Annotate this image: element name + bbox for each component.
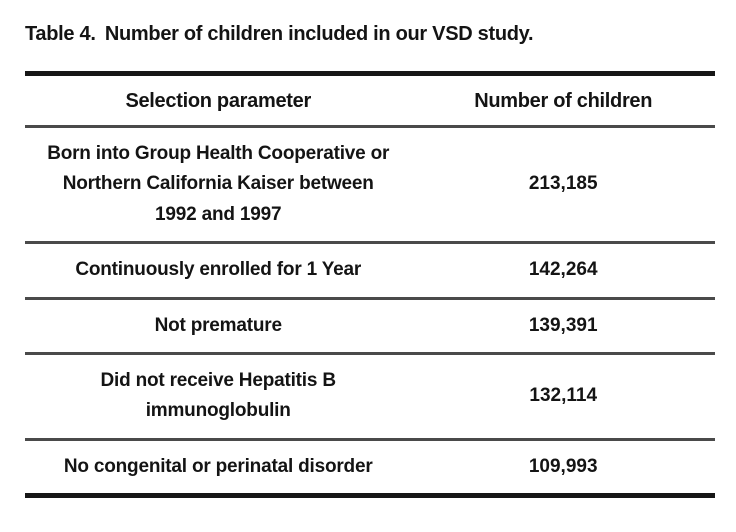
cell-selection-parameter: No congenital or perinatal disorder	[63, 455, 373, 477]
cell-selection-parameter: Not premature	[25, 298, 412, 355]
vsd-study-table: Selection parameter Number of children B…	[25, 71, 715, 499]
table-caption: Table 4. Number of children included in …	[25, 22, 715, 47]
cell-number-of-children: 213,185	[411, 126, 715, 245]
column-header-selection-parameter: Selection parameter	[25, 73, 412, 128]
table-row: Continuously enrolled for 1 Year 142,264	[25, 242, 715, 300]
table-row: No congenital or perinatal disorder 109,…	[25, 439, 715, 495]
table-row: Not premature 139,391	[25, 298, 715, 355]
table-header-row: Selection parameter Number of children	[25, 73, 715, 128]
cell-selection-parameter: Did not receive Hepatitis B immunoglobul…	[25, 353, 412, 441]
cell-selection-parameter: Born into Group Health Cooperative or No…	[25, 126, 412, 245]
column-header-number-of-children: Number of children	[411, 73, 715, 128]
cell-number-of-children: 139,391	[411, 298, 715, 355]
table-row: Born into Group Health Cooperative or No…	[25, 126, 715, 245]
cell-number-of-children: 109,993	[528, 455, 598, 477]
table-caption-label: Table 4.	[25, 23, 96, 45]
table-caption-text: Number of children included in our VSD s…	[104, 23, 534, 45]
cell-number-of-children: 142,264	[411, 242, 715, 300]
table-row: Did not receive Hepatitis B immunoglobul…	[25, 353, 715, 441]
cell-number-of-children: 132,114	[411, 353, 715, 441]
cell-selection-parameter: Continuously enrolled for 1 Year	[25, 242, 412, 300]
